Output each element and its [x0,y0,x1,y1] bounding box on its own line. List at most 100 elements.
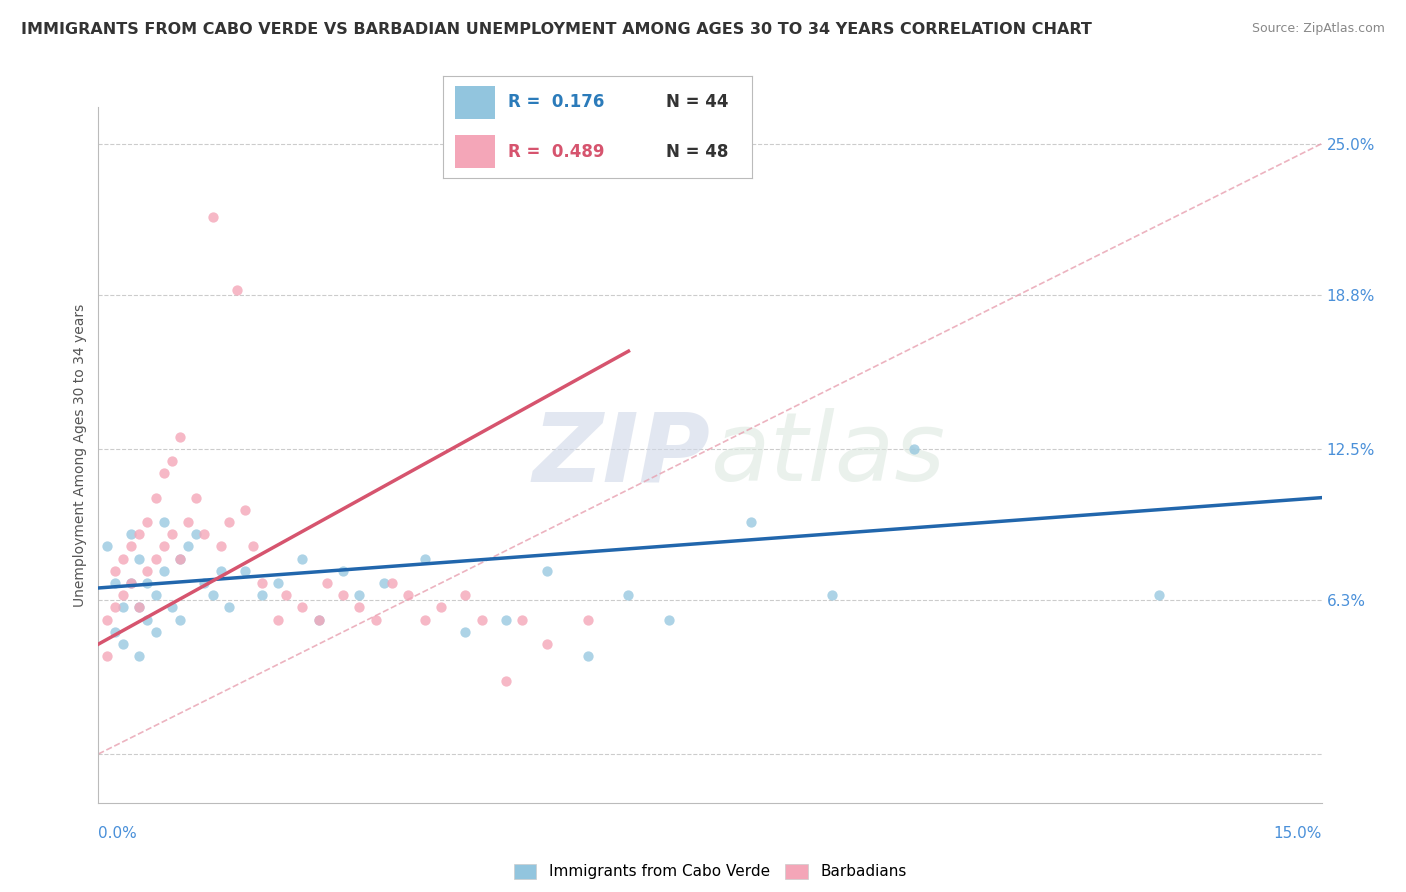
Point [381,576,404,591]
Point [267,576,290,591]
Point [145,491,167,505]
Point [364,613,387,627]
Point [193,527,215,541]
Point [193,576,215,591]
Point [373,576,395,591]
Point [349,600,371,615]
Point [152,564,174,578]
Text: N = 48: N = 48 [665,143,728,161]
Point [120,527,142,541]
Point [315,576,337,591]
Point [218,515,240,529]
Point [104,624,127,639]
Y-axis label: Unemployment Among Ages 30 to 34 years: Unemployment Among Ages 30 to 34 years [73,303,87,607]
Point [201,588,224,602]
Point [536,637,558,651]
Text: atlas: atlas [710,409,945,501]
Point [104,564,127,578]
Point [111,551,134,566]
Point [454,588,477,602]
Point [152,467,174,481]
Text: R =  0.489: R = 0.489 [508,143,605,161]
Point [209,540,232,554]
Point [396,588,419,602]
Point [617,588,640,602]
Point [111,637,134,651]
Point [201,210,224,224]
Point [209,564,232,578]
Point [169,551,191,566]
Point [169,429,191,443]
Text: N = 44: N = 44 [665,94,728,112]
Point [136,613,159,627]
Point [308,613,330,627]
Point [250,576,273,591]
Point [145,588,167,602]
Point [169,613,191,627]
Point [120,576,142,591]
Point [128,600,150,615]
Point [128,649,150,664]
Text: 15.0%: 15.0% [1274,827,1322,841]
Point [186,491,208,505]
FancyBboxPatch shape [456,136,495,168]
FancyBboxPatch shape [456,87,495,119]
Point [308,613,330,627]
Point [658,613,681,627]
Point [186,527,208,541]
Point [177,515,200,529]
Point [349,588,371,602]
Point [512,613,534,627]
Point [821,588,844,602]
Text: IMMIGRANTS FROM CABO VERDE VS BARBADIAN UNEMPLOYMENT AMONG AGES 30 TO 34 YEARS C: IMMIGRANTS FROM CABO VERDE VS BARBADIAN … [21,22,1092,37]
Point [160,527,183,541]
Point [136,564,159,578]
Text: Source: ZipAtlas.com: Source: ZipAtlas.com [1251,22,1385,36]
Point [454,624,477,639]
Point [250,588,273,602]
Point [136,576,159,591]
Point [218,600,240,615]
Point [274,588,297,602]
Point [152,515,174,529]
Point [740,515,762,529]
Point [291,551,314,566]
Point [104,576,127,591]
Point [120,540,142,554]
Point [233,503,256,517]
Point [111,600,134,615]
Point [291,600,314,615]
Point [96,649,118,664]
Point [96,613,118,627]
Text: 0.0%: 0.0% [98,827,138,841]
Point [120,576,142,591]
Point [160,600,183,615]
Point [903,442,925,456]
Text: R =  0.176: R = 0.176 [508,94,605,112]
Point [332,564,354,578]
Point [177,540,200,554]
Point [145,551,167,566]
Point [430,600,453,615]
Point [111,588,134,602]
Point [495,613,517,627]
Point [1147,588,1170,602]
Point [413,613,436,627]
Point [536,564,558,578]
Point [152,540,174,554]
Point [145,624,167,639]
Legend: Immigrants from Cabo Verde, Barbadians: Immigrants from Cabo Verde, Barbadians [508,857,912,886]
Point [495,673,517,688]
Point [104,600,127,615]
Point [136,515,159,529]
Point [128,527,150,541]
Point [576,649,599,664]
Point [96,540,118,554]
Point [332,588,354,602]
Point [233,564,256,578]
Text: ZIP: ZIP [531,409,710,501]
Point [413,551,436,566]
Point [576,613,599,627]
Point [226,283,249,297]
Point [128,551,150,566]
